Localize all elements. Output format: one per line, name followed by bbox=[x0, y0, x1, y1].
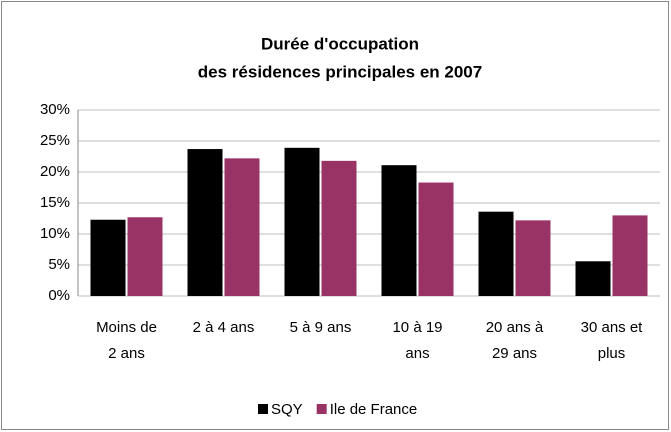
chart-title: des résidences principales en 2007 bbox=[198, 62, 482, 81]
bar bbox=[127, 217, 163, 296]
x-tick-label: Moins de 2 ans bbox=[96, 319, 157, 362]
x-tick-label: 30 ans et plus bbox=[581, 319, 644, 362]
bar bbox=[224, 158, 260, 296]
x-tick-label: 20 ans à 29 ans bbox=[486, 319, 544, 362]
bar bbox=[515, 220, 551, 296]
bar bbox=[575, 261, 611, 296]
bar bbox=[381, 165, 417, 296]
bar bbox=[478, 211, 514, 296]
y-tick-label: 20% bbox=[40, 163, 70, 180]
legend-swatch bbox=[316, 404, 327, 414]
x-tick-label: 10 à 19 ans bbox=[392, 319, 442, 362]
legend-label: Ile de France bbox=[330, 401, 418, 418]
legend-swatch bbox=[258, 404, 268, 414]
x-tick-label: 2 à 4 ans bbox=[193, 319, 255, 336]
y-tick-label: 0% bbox=[48, 287, 70, 304]
bar bbox=[90, 219, 126, 296]
bar bbox=[187, 149, 223, 296]
bar bbox=[612, 215, 648, 296]
bar bbox=[321, 160, 357, 296]
bar bbox=[284, 147, 320, 296]
y-tick-label: 5% bbox=[48, 256, 70, 273]
x-tick-label: 5 à 9 ans bbox=[290, 319, 352, 336]
chart-title: Durée d'occupation bbox=[261, 34, 419, 53]
y-tick-label: 10% bbox=[40, 225, 70, 242]
y-tick-label: 30% bbox=[40, 101, 70, 118]
bar bbox=[418, 182, 454, 296]
y-tick-label: 15% bbox=[40, 194, 70, 211]
y-tick-label: 25% bbox=[40, 132, 70, 149]
legend-label: SQY bbox=[271, 401, 303, 418]
